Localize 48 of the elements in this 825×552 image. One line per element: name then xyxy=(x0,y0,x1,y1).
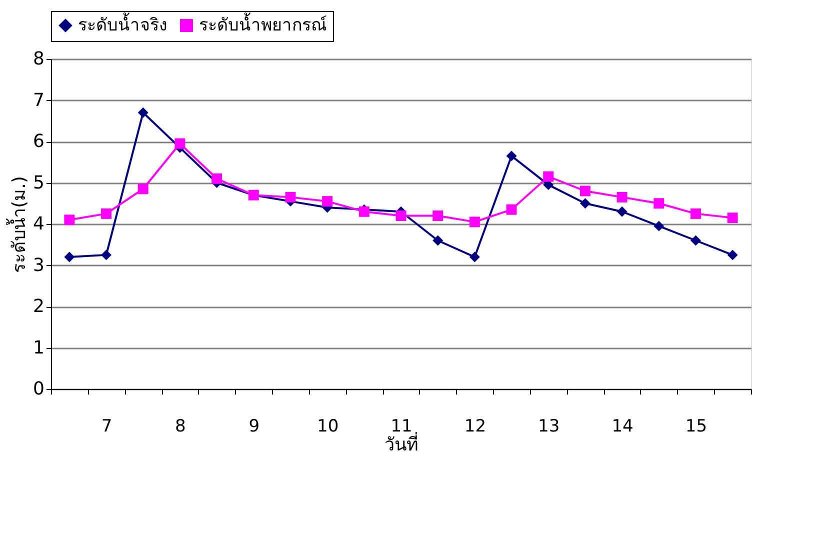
point xyxy=(690,208,701,219)
point xyxy=(654,198,664,209)
point xyxy=(64,252,75,262)
point xyxy=(174,138,186,149)
y-tick-label: 2 xyxy=(33,296,44,317)
point xyxy=(580,186,590,196)
x-tick-label: 9 xyxy=(248,416,260,436)
point xyxy=(285,192,296,202)
point xyxy=(506,150,517,162)
legend-label: ระดับน้ำพยากรณ์ xyxy=(199,12,327,36)
point xyxy=(322,196,333,207)
x-tick-label: 7 xyxy=(101,416,112,436)
point xyxy=(396,210,406,221)
point xyxy=(690,235,701,246)
point xyxy=(727,250,738,260)
point xyxy=(616,206,628,217)
point xyxy=(212,173,222,184)
point xyxy=(727,212,738,224)
x-tick-label: 8 xyxy=(175,416,186,436)
y-tick-label: 4 xyxy=(33,214,44,234)
point xyxy=(580,198,590,209)
point xyxy=(469,216,480,228)
point xyxy=(101,208,112,219)
point xyxy=(101,250,112,260)
x-tick-label: 12 xyxy=(464,416,486,436)
x-tick-label: 14 xyxy=(612,416,634,436)
point xyxy=(432,210,444,221)
y-tick-label: 8 xyxy=(33,48,44,70)
point xyxy=(138,107,148,118)
point xyxy=(654,220,664,232)
point xyxy=(138,184,148,194)
x-tick-label: 15 xyxy=(685,416,708,436)
x-tick-label: 10 xyxy=(316,416,339,436)
point xyxy=(64,214,75,226)
point xyxy=(506,204,517,215)
y-tick-label: 0 xyxy=(33,378,44,400)
y-tick-label: 5 xyxy=(33,172,44,194)
y-tick-label: 6 xyxy=(33,131,44,152)
point xyxy=(469,252,480,262)
point xyxy=(432,235,444,246)
y-tick-label: 7 xyxy=(33,90,44,111)
point xyxy=(616,192,628,202)
y-tick-label: 3 xyxy=(33,254,44,276)
x-tick-label: 13 xyxy=(538,416,560,436)
legend-label: ระดับน้ำจริง xyxy=(78,12,167,36)
point xyxy=(543,171,554,182)
y-axis-title: ระดับน้ำ(ม.) xyxy=(6,176,30,273)
y-tick-label: 1 xyxy=(33,337,44,358)
